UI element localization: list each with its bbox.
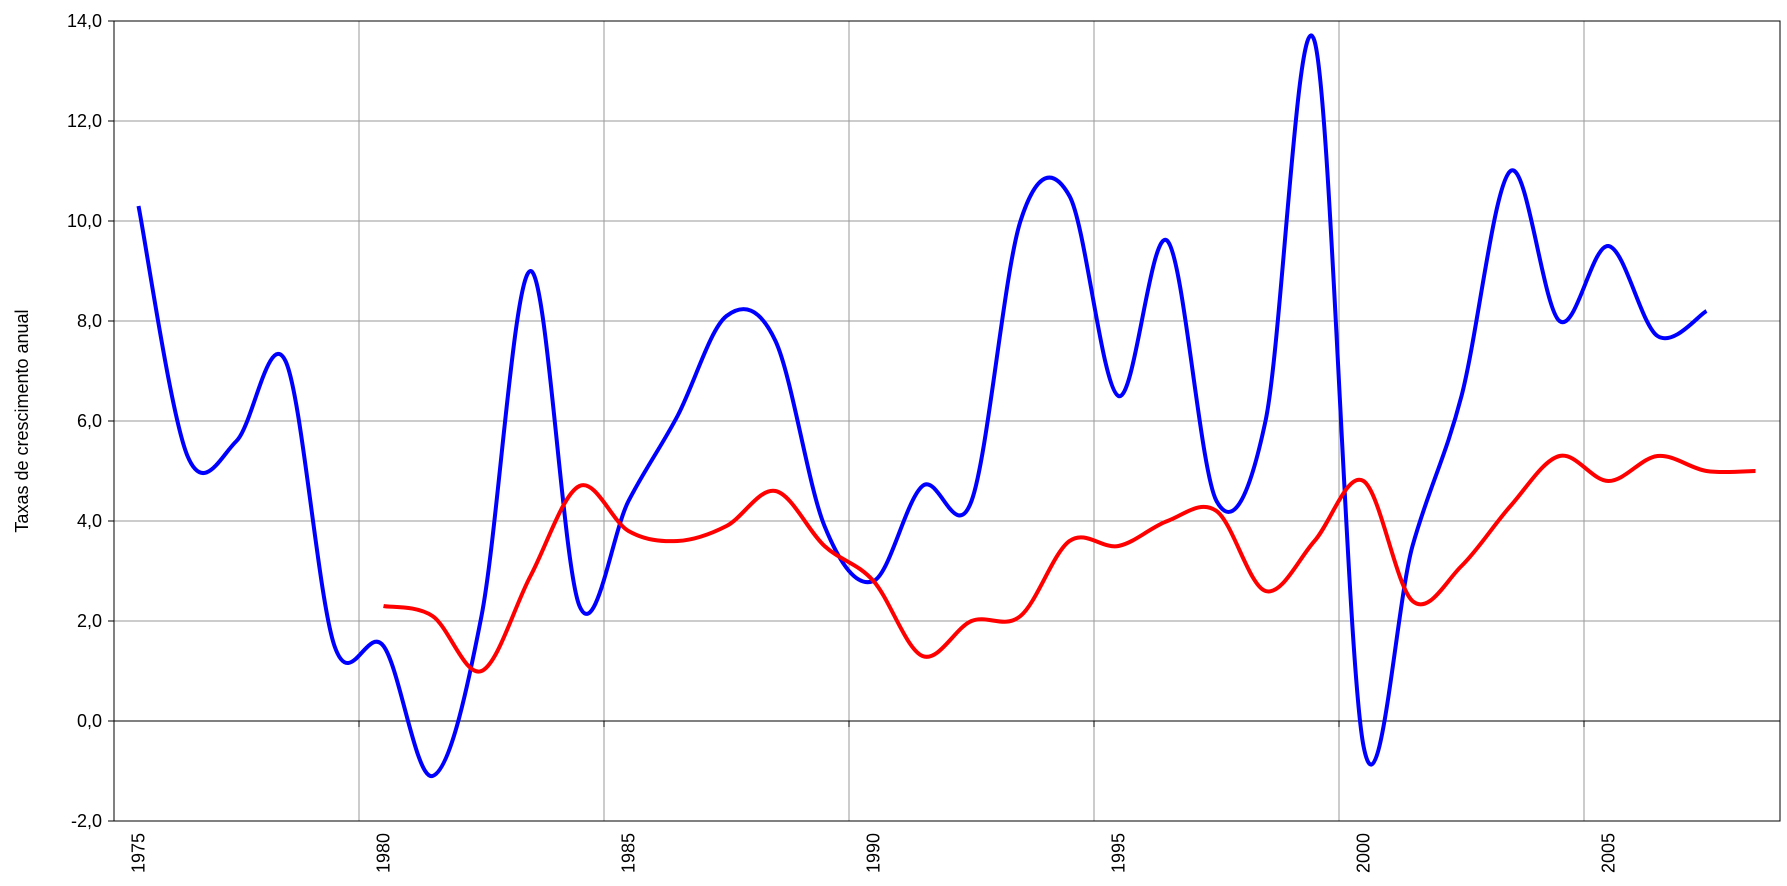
y-tick-label: 10,0 <box>67 211 102 231</box>
y-tick-label: 14,0 <box>67 11 102 31</box>
x-tick-label: 1995 <box>1109 833 1129 873</box>
y-tick-label: 6,0 <box>77 411 102 431</box>
x-tick-label: 2000 <box>1354 833 1374 873</box>
y-tick-label: 8,0 <box>77 311 102 331</box>
x-tick-label: 2005 <box>1599 833 1619 873</box>
y-axis-label: Taxas de crescimento anual <box>12 309 32 532</box>
y-tick-label: -2,0 <box>71 811 102 831</box>
x-tick-label: 1975 <box>129 833 149 873</box>
plot-frame <box>113 20 1781 822</box>
y-tick-label: 2,0 <box>77 611 102 631</box>
series-line <box>383 453 1756 674</box>
y-tick-label: 4,0 <box>77 511 102 531</box>
x-tick-label: 1980 <box>374 833 394 873</box>
series-line <box>136 33 1708 778</box>
x-tick-label: 1985 <box>619 833 639 873</box>
x-tick-label: 1990 <box>864 833 884 873</box>
y-tick-label: 0,0 <box>77 711 102 731</box>
y-tick-label: 12,0 <box>67 111 102 131</box>
